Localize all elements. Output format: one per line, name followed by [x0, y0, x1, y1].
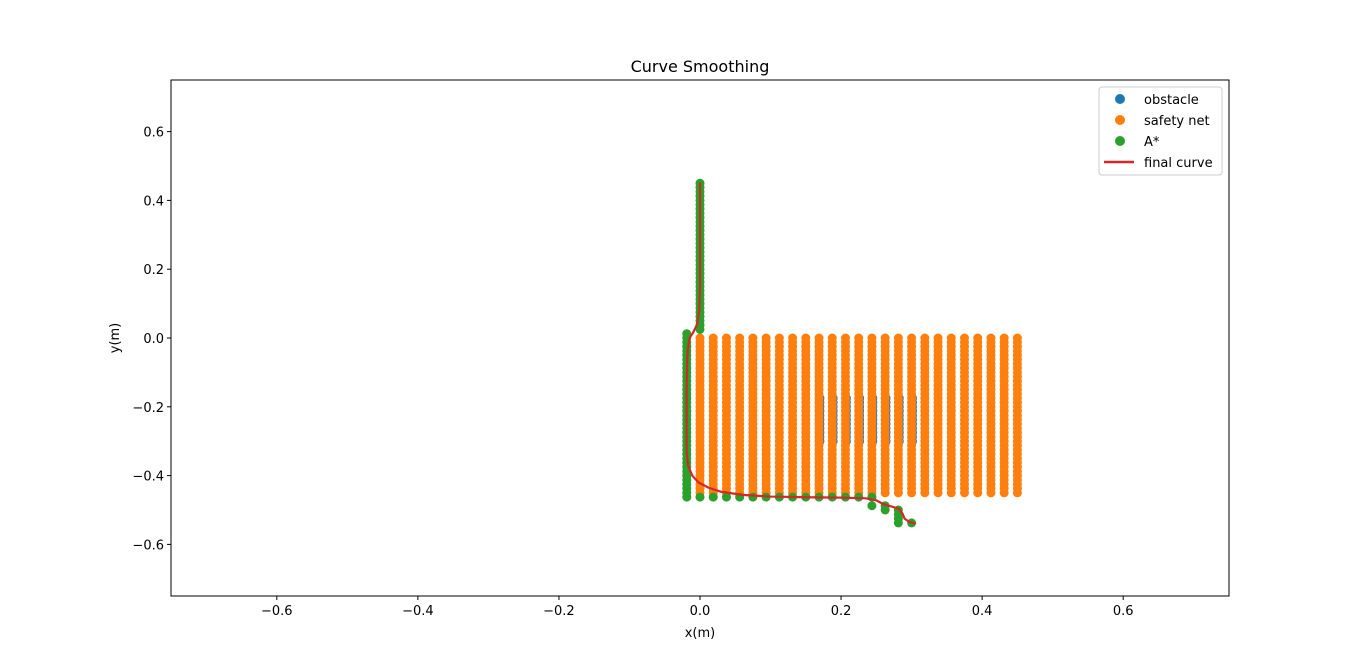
point-safety-net — [907, 333, 917, 343]
x-tick-label: −0.6 — [261, 604, 293, 619]
point-safety-net — [774, 333, 784, 343]
legend-box — [1098, 86, 1223, 176]
point-a — [748, 492, 758, 502]
legend-label-safety-net: safety net — [1144, 114, 1210, 129]
legend-label-final-curve: final curve — [1144, 156, 1213, 171]
legend-marker-safety-net — [1115, 115, 1125, 125]
point-a — [695, 324, 705, 334]
legend: obstacle safety net A* final curve — [1098, 86, 1223, 176]
x-tick-label: 0.0 — [690, 604, 711, 619]
y-tick-label: 0.2 — [143, 263, 164, 278]
point-safety-net — [960, 333, 969, 343]
point-safety-net — [721, 333, 731, 343]
y-tick-label: −0.2 — [132, 401, 164, 416]
point-safety-net — [708, 333, 718, 343]
point-safety-net — [1012, 333, 1022, 343]
legend-marker-a-star — [1115, 136, 1125, 146]
point-safety-net — [933, 333, 943, 343]
x-tick-label: −0.2 — [543, 604, 575, 619]
point-a — [880, 505, 890, 515]
point-safety-net — [893, 333, 903, 343]
point-safety-net — [814, 333, 824, 343]
point-a — [708, 492, 718, 502]
series-safety-net — [695, 333, 1022, 498]
point-a — [682, 492, 692, 502]
point-safety-net — [920, 333, 930, 343]
point-safety-net — [827, 333, 837, 343]
plot-area — [682, 178, 1022, 528]
legend-marker-obstacle — [1115, 94, 1125, 104]
legend-label-obstacle: obstacle — [1144, 93, 1199, 108]
point-safety-net — [880, 333, 890, 343]
legend-label-a-star: A* — [1144, 135, 1160, 150]
y-tick-label: −0.4 — [132, 470, 164, 485]
line-final-curve — [685, 182, 917, 525]
point-safety-net — [735, 333, 745, 343]
point-safety-net — [946, 333, 956, 343]
point-safety-net — [973, 333, 983, 343]
point-a — [721, 492, 731, 502]
point-safety-net — [999, 333, 1009, 343]
point-safety-net — [854, 333, 864, 343]
point-safety-net — [986, 333, 996, 343]
ticks: −0.6 −0.4 −0.2 0.0 0.2 0.4 0.6 −0.6 −0.4 −0.2 0.0 0… — [132, 126, 1133, 619]
x-tick-label: 0.2 — [831, 604, 852, 619]
y-tick-label: 0.6 — [143, 126, 164, 141]
point-a — [867, 501, 877, 511]
point-safety-net — [748, 333, 758, 343]
y-tick-label: 0.4 — [143, 194, 164, 209]
point-a — [893, 518, 903, 528]
x-tick-label: 0.6 — [1113, 604, 1134, 619]
x-tick-label: −0.4 — [402, 604, 434, 619]
point-safety-net — [761, 333, 771, 343]
y-tick-label: 0.0 — [143, 332, 164, 347]
point-safety-net — [801, 333, 811, 343]
x-axis-label: x(m) — [685, 626, 716, 641]
y-axis-label: y(m) — [108, 323, 123, 354]
point-safety-net — [840, 333, 850, 343]
point-safety-net — [788, 333, 798, 343]
x-tick-label: 0.4 — [972, 604, 993, 619]
point-safety-net — [695, 333, 705, 343]
chart-title: Curve Smoothing — [631, 57, 770, 76]
point-safety-net — [867, 333, 877, 343]
point-a — [695, 492, 705, 502]
y-tick-label: −0.6 — [132, 538, 164, 553]
